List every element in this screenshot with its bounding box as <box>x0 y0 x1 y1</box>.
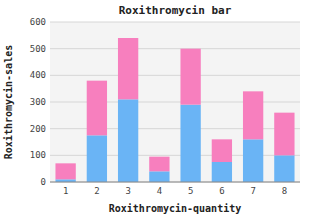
x-tick-label: 7 <box>250 186 255 196</box>
x-axis-label: Roxithromycin-quantity <box>109 203 241 214</box>
bar-segment <box>274 155 294 182</box>
y-tick-label: 100 <box>30 150 46 160</box>
chart: 0 100 200 300 400 500 600 1 2 3 4 5 6 7 8 Roxithromycin… <box>0 0 310 220</box>
y-tick-label: 300 <box>30 97 46 107</box>
chart-container: 0 100 200 300 400 500 600 1 2 3 4 5 6 7 8 Roxithromycin… <box>0 0 310 220</box>
bar-segment <box>118 38 138 99</box>
y-tick-label: 0 <box>41 177 46 187</box>
grid-line <box>50 22 300 23</box>
bar-segment <box>212 139 232 162</box>
plot-background <box>50 22 300 182</box>
y-tick-label: 400 <box>30 70 46 80</box>
x-tick-label: 6 <box>219 186 224 196</box>
bar-segment <box>87 135 107 182</box>
y-axis-label: Roxithromycin-sales <box>3 45 14 159</box>
x-tick-label: 3 <box>125 186 130 196</box>
x-tick-label: 1 <box>63 186 68 196</box>
x-axis-line <box>50 182 300 183</box>
y-tick-label: 600 <box>30 17 46 27</box>
bars <box>55 38 294 182</box>
x-tick-label: 5 <box>188 186 193 196</box>
grid-line <box>50 75 300 76</box>
title: Roxithromycin bar <box>119 4 232 17</box>
bar-segment <box>180 49 200 105</box>
y-tick-label: 200 <box>30 124 46 134</box>
bar-segment <box>87 81 107 136</box>
bar-segment <box>180 105 200 182</box>
bar-segment <box>149 171 169 182</box>
bar-segment <box>55 163 75 179</box>
bar-segment <box>243 139 263 182</box>
bar-segment <box>118 99 138 182</box>
grid-line <box>50 48 300 49</box>
bar-segment <box>243 91 263 139</box>
bar-segment <box>149 157 169 172</box>
x-tick-label: 4 <box>157 186 162 196</box>
x-tick-label: 2 <box>94 186 99 196</box>
y-tick-label: 500 <box>30 44 46 54</box>
x-tick-label: 8 <box>282 186 287 196</box>
grid-line <box>50 182 300 183</box>
bar-segment <box>274 113 294 156</box>
bar-segment <box>212 162 232 182</box>
